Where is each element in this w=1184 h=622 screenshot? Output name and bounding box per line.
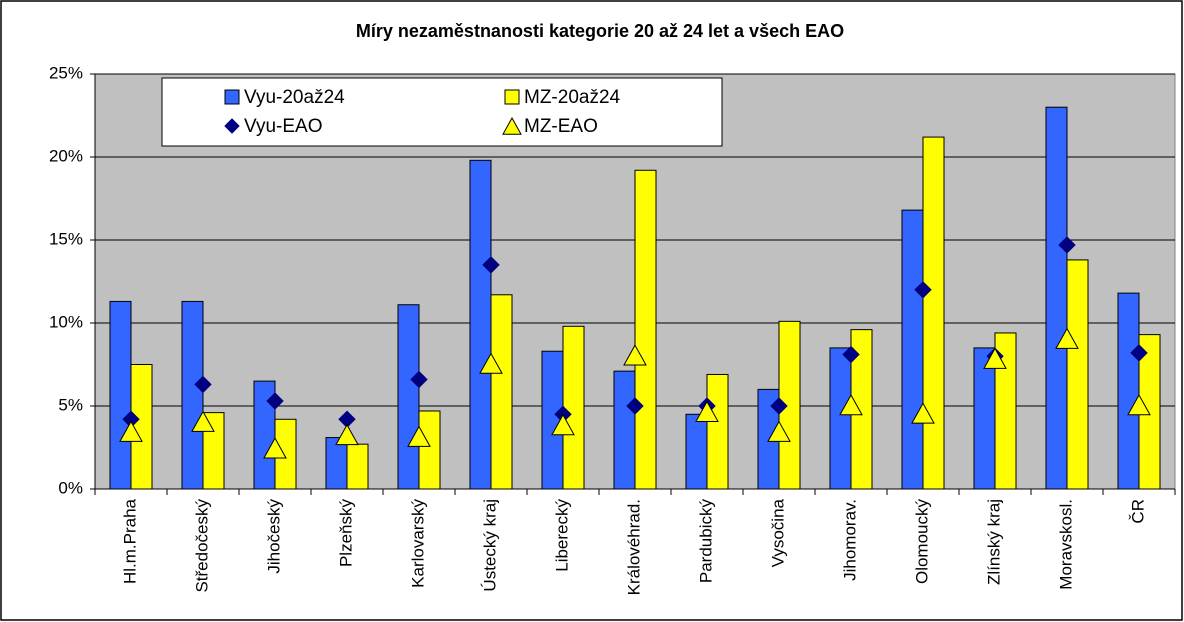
bar xyxy=(706,373,729,490)
bar xyxy=(973,347,996,490)
bar xyxy=(109,300,132,490)
marker xyxy=(482,256,500,274)
y-tick-label: 10% xyxy=(49,312,83,331)
bar xyxy=(901,209,924,490)
y-tick-label: 0% xyxy=(58,478,83,497)
bar xyxy=(469,159,492,490)
bar xyxy=(685,413,708,490)
bar xyxy=(1045,106,1068,490)
chart-title: Míry nezaměstnanosti kategorie 20 až 24 … xyxy=(356,21,844,41)
bar xyxy=(1117,292,1140,490)
y-tick-label: 25% xyxy=(49,63,83,82)
x-tick-label: Plzeňský xyxy=(336,499,355,568)
x-tick-label: Pardubický xyxy=(696,499,715,584)
marker xyxy=(983,347,1007,369)
legend-label: MZ-EAO xyxy=(524,116,598,137)
bar xyxy=(634,169,657,490)
bar xyxy=(613,370,636,490)
marker xyxy=(479,352,503,374)
bar xyxy=(994,332,1017,490)
y-tick-label: 5% xyxy=(58,395,83,414)
x-tick-label: Hl.m.Praha xyxy=(120,498,139,584)
bar xyxy=(325,437,348,490)
bar xyxy=(922,136,945,490)
marker xyxy=(767,420,791,442)
marker xyxy=(119,420,143,442)
x-tick-label: Královéhrad. xyxy=(624,499,643,595)
legend-label: Vyu-EAO xyxy=(244,116,323,137)
marker xyxy=(1058,236,1076,254)
bar xyxy=(829,347,852,490)
x-tick-label: Karlovarský xyxy=(408,499,427,588)
x-tick-label: Liberecký xyxy=(552,499,571,572)
bar xyxy=(418,410,441,490)
bar xyxy=(490,294,513,490)
marker xyxy=(911,402,935,424)
x-tick-label: Ústecký kraj xyxy=(480,499,499,592)
x-tick-label: Jihomorav. xyxy=(840,499,859,581)
marker xyxy=(623,344,647,366)
legend-label: MZ-20až24 xyxy=(524,87,621,108)
marker xyxy=(335,423,359,446)
marker xyxy=(770,397,788,415)
bar xyxy=(346,443,369,490)
marker xyxy=(1127,393,1151,416)
legend-label: Vyu-20až24 xyxy=(244,87,345,108)
marker xyxy=(191,410,215,432)
legend-swatch xyxy=(224,118,240,134)
marker xyxy=(266,392,284,410)
x-tick-label: Jihočeský xyxy=(264,499,283,574)
marker xyxy=(914,281,932,299)
x-tick-label: Olomoucký xyxy=(912,499,931,585)
marker xyxy=(1055,327,1079,349)
x-tick-label: Vysočina xyxy=(768,498,787,567)
marker xyxy=(410,370,428,389)
marker xyxy=(407,425,431,447)
x-tick-label: Středočeský xyxy=(192,499,211,593)
x-tick-label: ČR xyxy=(1128,499,1147,524)
x-tick-label: Zlínský kraj xyxy=(984,499,1003,585)
legend-swatch xyxy=(224,89,240,105)
bar xyxy=(397,304,420,490)
legend-box xyxy=(161,77,723,147)
y-tick-label: 15% xyxy=(49,229,83,248)
x-tick-label: Moravskosl. xyxy=(1056,499,1075,590)
marker xyxy=(194,375,212,394)
marker xyxy=(551,413,575,436)
legend-swatch xyxy=(504,89,520,105)
marker xyxy=(839,393,863,416)
bar xyxy=(562,325,585,490)
marker xyxy=(626,397,644,415)
legend-swatch xyxy=(502,116,522,135)
bar xyxy=(181,300,204,490)
marker xyxy=(263,437,287,459)
marker xyxy=(842,345,860,364)
y-tick-label: 20% xyxy=(49,146,83,165)
bar xyxy=(1066,259,1089,490)
marker xyxy=(695,400,719,422)
marker xyxy=(1130,344,1148,362)
